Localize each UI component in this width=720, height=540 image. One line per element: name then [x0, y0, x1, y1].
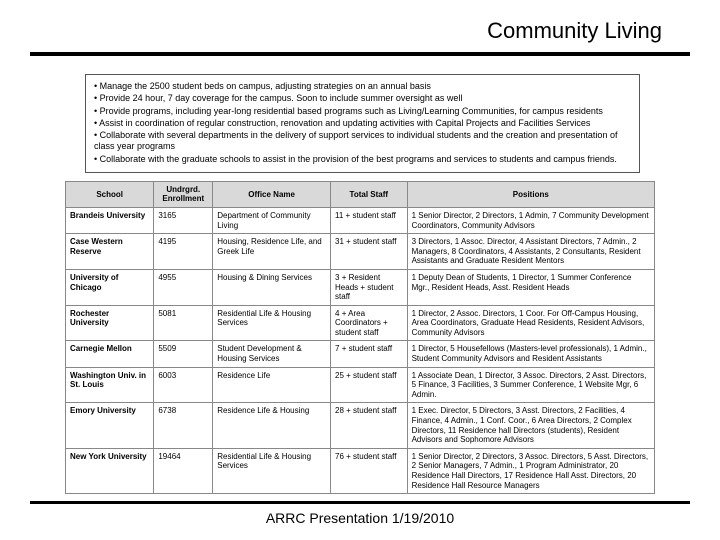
cell-enroll: 6738: [154, 403, 213, 448]
cell-office: Residence Life: [213, 367, 331, 403]
table-container: School Undrgrd. Enrollment Office Name T…: [65, 181, 655, 494]
col-staff: Total Staff: [331, 181, 408, 207]
table-row: University of Chicago 4955 Housing & Din…: [66, 269, 655, 305]
cell-office: Residential Life & Housing Services: [213, 448, 331, 493]
cell-enroll: 4955: [154, 269, 213, 305]
cell-positions: 1 Director, 2 Assoc. Directors, 1 Coor. …: [407, 305, 654, 341]
table-row: Washington Univ. in St. Louis 6003 Resid…: [66, 367, 655, 403]
bullet-item: • Provide 24 hour, 7 day coverage for th…: [94, 93, 631, 104]
cell-positions: 1 Associate Dean, 1 Director, 3 Assoc. D…: [407, 367, 654, 403]
cell-staff: 31 + student staff: [331, 234, 408, 270]
table-row: Case Western Reserve 4195 Housing, Resid…: [66, 234, 655, 270]
cell-staff: 4 + Area Coordinators + student staff: [331, 305, 408, 341]
cell-positions: 1 Senior Director, 2 Directors, 3 Assoc.…: [407, 448, 654, 493]
col-enrollment: Undrgrd. Enrollment: [154, 181, 213, 207]
footer-divider: [30, 501, 690, 504]
cell-school: Emory University: [66, 403, 154, 448]
table-row: New York University 19464 Residential Li…: [66, 448, 655, 493]
cell-school: Rochester University: [66, 305, 154, 341]
cell-positions: 3 Directors, 1 Assoc. Director, 4 Assist…: [407, 234, 654, 270]
bullet-item: • Collaborate with the graduate schools …: [94, 154, 631, 165]
cell-staff: 3 + Resident Heads + student staff: [331, 269, 408, 305]
cell-positions: 1 Exec. Director, 5 Directors, 3 Asst. D…: [407, 403, 654, 448]
cell-office: Residential Life & Housing Services: [213, 305, 331, 341]
bullet-item: • Collaborate with several departments i…: [94, 130, 631, 153]
cell-positions: 1 Deputy Dean of Students, 1 Director, 1…: [407, 269, 654, 305]
cell-enroll: 3165: [154, 207, 213, 233]
cell-school: University of Chicago: [66, 269, 154, 305]
bullets-box: • Manage the 2500 student beds on campus…: [85, 74, 640, 173]
cell-positions: 1 Senior Director, 2 Directors, 1 Admin,…: [407, 207, 654, 233]
cell-enroll: 4195: [154, 234, 213, 270]
cell-enroll: 5509: [154, 341, 213, 367]
cell-school: Case Western Reserve: [66, 234, 154, 270]
bullet-item: • Assist in coordination of regular cons…: [94, 118, 631, 129]
cell-office: Department of Community Living: [213, 207, 331, 233]
cell-staff: 28 + student staff: [331, 403, 408, 448]
col-office: Office Name: [213, 181, 331, 207]
table-row: Carnegie Mellon 5509 Student Development…: [66, 341, 655, 367]
cell-school: Carnegie Mellon: [66, 341, 154, 367]
table-body: Brandeis University 3165 Department of C…: [66, 207, 655, 493]
page-title: Community Living: [30, 18, 690, 50]
cell-school: Washington Univ. in St. Louis: [66, 367, 154, 403]
table-header-row: School Undrgrd. Enrollment Office Name T…: [66, 181, 655, 207]
cell-school: New York University: [66, 448, 154, 493]
cell-school: Brandeis University: [66, 207, 154, 233]
cell-office: Residence Life & Housing: [213, 403, 331, 448]
cell-positions: 1 Director, 5 Housefellows (Masters-leve…: [407, 341, 654, 367]
table-row: Rochester University 5081 Residential Li…: [66, 305, 655, 341]
cell-enroll: 19464: [154, 448, 213, 493]
col-school: School: [66, 181, 154, 207]
cell-office: Housing & Dining Services: [213, 269, 331, 305]
cell-staff: 25 + student staff: [331, 367, 408, 403]
cell-staff: 7 + student staff: [331, 341, 408, 367]
cell-staff: 11 + student staff: [331, 207, 408, 233]
footer-text: ARRC Presentation 1/19/2010: [266, 510, 454, 526]
table-row: Emory University 6738 Residence Life & H…: [66, 403, 655, 448]
cell-office: Student Development & Housing Services: [213, 341, 331, 367]
table-row: Brandeis University 3165 Department of C…: [66, 207, 655, 233]
cell-enroll: 5081: [154, 305, 213, 341]
slide: Community Living • Manage the 2500 stude…: [0, 0, 720, 540]
footer: ARRC Presentation 1/19/2010: [0, 501, 720, 526]
col-positions: Positions: [407, 181, 654, 207]
cell-enroll: 6003: [154, 367, 213, 403]
bullet-item: • Manage the 2500 student beds on campus…: [94, 81, 631, 92]
title-divider: [30, 52, 690, 56]
cell-office: Housing, Residence Life, and Greek Life: [213, 234, 331, 270]
comparison-table: School Undrgrd. Enrollment Office Name T…: [65, 181, 655, 494]
bullet-item: • Provide programs, including year-long …: [94, 106, 631, 117]
cell-staff: 76 + student staff: [331, 448, 408, 493]
